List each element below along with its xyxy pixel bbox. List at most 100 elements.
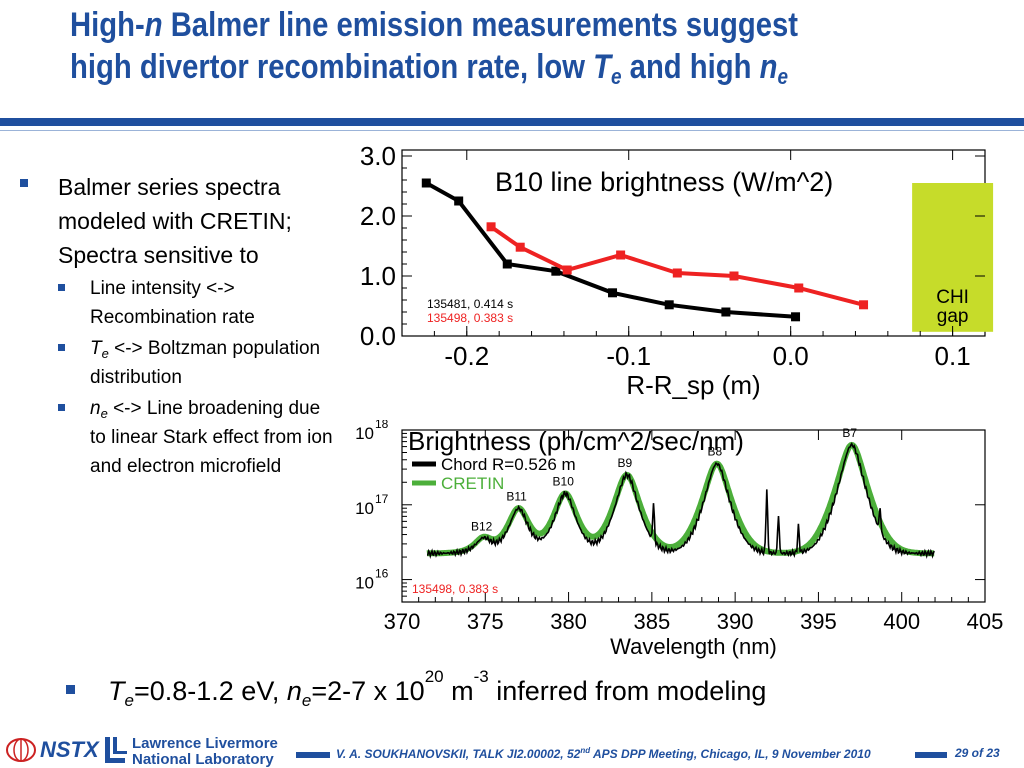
title-text: n: [144, 6, 163, 44]
bullet-subscript: e: [101, 346, 109, 361]
x-tick-label: 0.1: [935, 341, 971, 371]
conclusion-subscript: e: [301, 691, 312, 710]
chart-title: B10 line brightness (W/m^2): [495, 167, 833, 197]
chi-gap-region: [912, 183, 994, 332]
footer-accent-bar: [915, 752, 947, 758]
shot-label: 135498, 0.383 s: [412, 582, 498, 596]
conclusion-text: =0.8-1.2 eV,: [133, 676, 287, 706]
legend-label: CRETIN: [441, 474, 504, 493]
data-point: [664, 300, 674, 310]
data-point: [486, 222, 496, 232]
llnl-wordmark-line2: National Laboratory: [132, 751, 274, 768]
peak-label: B11: [506, 490, 527, 504]
x-tick-label: 395: [800, 609, 837, 634]
data-point: [721, 307, 731, 317]
conclusion-subscript: e: [124, 691, 134, 710]
series-label: 135481, 0.414 s: [427, 297, 513, 311]
y-tick-exponent: 16: [375, 567, 389, 581]
title-text: and high: [621, 48, 760, 86]
footer-superscript: nd: [580, 746, 591, 755]
chart-title: Brightness (ph/cm^2/sec/nm): [408, 426, 744, 456]
title-subscript: e: [611, 64, 622, 89]
legend-label: Chord R=0.526 m: [441, 455, 576, 474]
title-divider-line: [0, 130, 1024, 131]
data-point: [729, 271, 739, 281]
x-axis-label: R-R_sp (m): [626, 370, 760, 400]
conclusion-text: n: [286, 676, 302, 706]
x-tick-label: 0.0: [773, 341, 809, 371]
footer-accent-bar: [296, 752, 330, 758]
bullet-text: <-> Boltzman population distribution: [90, 338, 321, 388]
bullet-main: Balmer series spectra modeled with CRETI…: [20, 170, 340, 272]
conclusion-text: m: [443, 676, 474, 706]
x-tick-label: 370: [384, 609, 421, 634]
x-axis-label: Wavelength (nm): [610, 634, 777, 659]
conclusion-text: =2-7 x 10: [311, 676, 425, 706]
bullet-marker: [58, 284, 65, 291]
x-tick-label: 385: [633, 609, 670, 634]
data-point: [551, 266, 561, 276]
x-tick-label: 405: [967, 609, 1004, 634]
bullet-marker: [58, 404, 65, 411]
y-tick-label: 10: [355, 574, 374, 593]
x-tick-label: 375: [467, 609, 504, 634]
bullet-marker: [20, 179, 28, 187]
data-point: [421, 178, 431, 188]
title-subscript: e: [777, 64, 789, 89]
title-text: high divertor recombination rate, low: [70, 48, 594, 86]
data-point: [562, 265, 572, 275]
peak-label: B10: [553, 475, 575, 489]
data-point: [515, 242, 525, 252]
title-text: n: [759, 48, 778, 86]
bullet-text: <-> Line broadening due to linear Stark …: [90, 398, 333, 477]
data-point: [616, 250, 626, 260]
footer-citation: V. A. SOUKHANOVSKII, TALK JI2.00002, 52n…: [336, 746, 871, 761]
x-tick-label: -0.2: [444, 341, 489, 371]
bullet-list: Balmer series spectra modeled with CRETI…: [20, 170, 340, 481]
x-tick-label: 400: [883, 609, 920, 634]
y-tick-exponent: 17: [375, 492, 389, 506]
series-label: 135498, 0.383 s: [427, 311, 513, 325]
x-tick-label: 380: [550, 609, 587, 634]
llnl-logo-icon: [105, 737, 127, 763]
y-tick-label: 3.0: [360, 141, 396, 171]
y-tick-label: 1.0: [360, 261, 396, 291]
llnl-wordmark-line1: Lawrence Livermore: [132, 735, 278, 752]
y-tick-label: 10: [355, 499, 374, 518]
y-tick-exponent: 18: [375, 420, 389, 431]
footer-text: APS DPP Meeting, Chicago, IL, 9 November…: [590, 747, 871, 761]
bullet-text: Line intensity <-> Recombination rate: [90, 278, 255, 328]
peak-label: B7: [842, 426, 857, 440]
data-point: [672, 268, 682, 278]
title-divider-bar: [0, 118, 1024, 126]
conclusion-bullet: Te=0.8-1.2 eV, ne=2-7 x 1020 m-3 inferre…: [66, 668, 767, 711]
data-point: [502, 259, 512, 269]
title-text: High-: [70, 6, 145, 44]
data-point: [791, 312, 801, 322]
y-tick-label: 0.0: [360, 321, 396, 351]
y-tick-label: 2.0: [360, 201, 396, 231]
bullet-marker: [58, 344, 65, 351]
peak-label: B9: [618, 456, 633, 470]
peak-label: B8: [707, 445, 722, 459]
chi-gap-label: gap: [937, 306, 969, 327]
bullet-subscript: e: [100, 406, 108, 421]
bullet-text: Balmer series spectra modeled with CRETI…: [58, 174, 292, 268]
footer-text: V. A. SOUKHANOVSKII, TALK JI2.00002, 52: [336, 747, 581, 761]
series-line: [425, 181, 796, 319]
bullet-text: T: [90, 338, 102, 359]
conclusion-text: inferred from modeling: [488, 676, 767, 706]
measured-spectrum-line: [427, 442, 935, 560]
slide-title: High-n Balmer line emission measurements…: [70, 4, 878, 88]
chi-gap-label: CHI: [936, 287, 969, 308]
data-point: [454, 196, 464, 206]
peak-label: B12: [471, 519, 493, 533]
nstx-wordmark: NSTX: [40, 737, 99, 762]
conclusion-superscript: 20: [424, 667, 444, 686]
title-text: T: [593, 48, 612, 86]
y-tick-label: 10: [355, 424, 374, 443]
page-number: 29 of 23: [955, 746, 1000, 760]
data-point: [859, 300, 869, 310]
